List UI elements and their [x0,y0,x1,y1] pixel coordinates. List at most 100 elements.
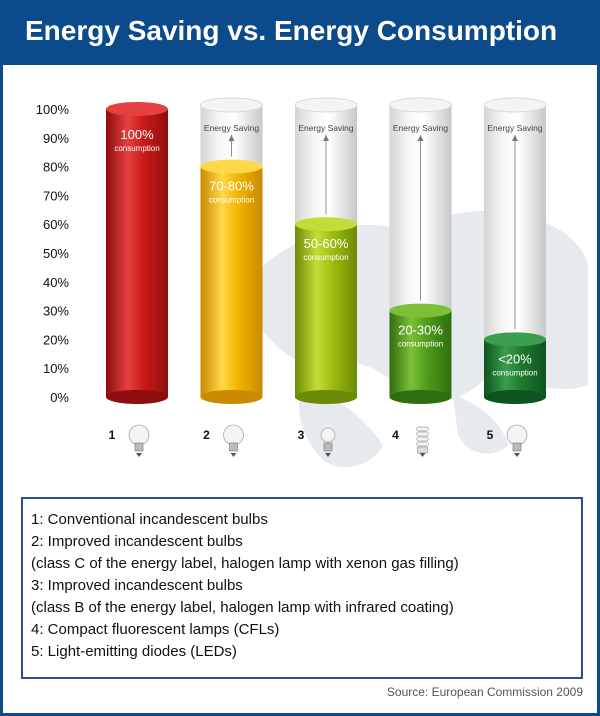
bar-sub-label: consumption [303,253,348,262]
bar-top [106,102,168,116]
bar-value-label: 20-30% [398,323,443,338]
bar-column-2: Energy Saving 70-80% consumption 2 [200,97,263,442]
lamp-base-icon [229,442,238,452]
bar-fill [389,310,452,397]
bar-top [389,303,452,318]
bar-value-label: <20% [498,351,532,366]
lamp-icon-3 [320,427,336,457]
lamp-base-icon [417,446,428,454]
lamp-tip-icon [325,453,331,457]
lamp-base-icon [323,442,333,452]
category-label: 1 [109,428,116,442]
page-title: Energy Saving vs. Energy Consumption [25,15,558,46]
header-bar: Energy Saving vs. Energy Consumption [3,3,597,65]
bar-top [295,217,357,232]
bar-chart: 0% 10% 20% 30% 40% 50% 60% 70% 80% 90% 100% 100% co… [36,97,588,468]
category-label: 5 [487,428,494,442]
y-tick-label: 20% [43,332,69,347]
bar-top [200,159,263,174]
legend-item-3-detail: (class B of the energy label, halogen la… [31,599,454,616]
y-tick-label: 100% [36,102,70,117]
lamp-icon-5 [506,424,528,457]
map-shape [453,395,508,454]
bar-bottom [389,390,452,404]
bulb-glass-icon [320,427,336,443]
lamp-icon-2 [223,424,244,457]
bar-column-3: Energy Saving 50-60% consumption 3 [294,97,358,442]
bar-bottom [106,390,168,404]
lamp-tip-icon [514,453,520,457]
glass-tube-top [389,97,452,113]
category-label: 3 [298,428,305,442]
legend-item-2-detail: (class C of the energy label, halogen la… [31,555,459,572]
y-axis: 0% 10% 20% 30% 40% 50% 60% 70% 80% 90% 100% [36,102,70,405]
source-note: Source: European Commission 2009 [386,685,583,699]
saving-arrow-head [323,135,329,141]
y-tick-label: 80% [43,160,69,175]
y-tick-label: 90% [43,131,69,146]
energy-saving-label: Energy Saving [298,123,354,133]
bar-sub-label: consumption [398,340,443,349]
lamp-tip-icon [419,453,426,457]
bar-fill [106,109,168,397]
bar-value-label: 100% [120,127,154,142]
bar-top [484,332,546,347]
y-tick-label: 50% [43,246,69,261]
legend-item-4: 4: Compact fluorescent lamps (CFLs) [31,621,280,638]
bar-bottom [200,390,263,404]
bar-value-label: 70-80% [209,179,254,194]
legend-box: 1: Conventional incandescent bulbs 2: Im… [21,497,583,679]
cfl-tube-icon [416,431,429,437]
glass-tube-top [200,97,263,113]
legend-item-2: 2: Improved incandescent bulbs [31,533,243,550]
energy-saving-label: Energy Saving [204,123,260,133]
lamp-icon-1 [128,424,150,457]
bar-bottom [295,390,357,404]
energy-saving-label: Energy Saving [487,123,543,133]
lamp-tip-icon [136,453,142,457]
chart-area: 0% 10% 20% 30% 40% 50% 60% 70% 80% 90% 100% 100% co… [3,65,597,493]
category-label: 4 [392,428,399,442]
y-tick-label: 0% [50,390,69,405]
y-tick-label: 30% [43,304,69,319]
legend-item-5: 5: Light-emitting diodes (LEDs) [31,643,237,660]
cfl-tube-icon [416,436,429,442]
lamp-icon-4 [416,426,429,457]
saving-arrow-head [417,135,424,141]
lamp-icons [128,424,528,457]
bars-group: 100% consumption 1 Energy Saving 70-80% consu… [106,97,547,442]
bar-fill [200,166,263,397]
cfl-tube-icon [416,441,429,447]
glass-tube-top [483,97,547,113]
bar-column-1: 100% consumption 1 [106,102,168,442]
saving-arrow-head [512,135,518,141]
y-tick-label: 70% [43,188,69,203]
bar-column-4: Energy Saving 20-30% consumption 4 [389,97,452,442]
legend-item-3: 3: Improved incandescent bulbs [31,577,243,594]
y-tick-label: 60% [43,217,69,232]
lamp-base-icon [134,442,144,452]
lamp-tip-icon [230,453,237,457]
bulb-glass-icon [506,424,528,446]
map-shape [299,385,383,468]
bar-fill [295,224,357,397]
bar-sub-label: consumption [492,368,537,377]
bar-fill [484,339,546,397]
bar-column-5: Energy Saving <20% consumption 5 [483,97,547,442]
category-label: 2 [203,428,210,442]
bar-sub-label: consumption [114,144,159,153]
glass-tube-top [294,97,358,113]
cfl-tube-icon [416,426,429,432]
bar-bottom [484,390,546,404]
energy-saving-label: Energy Saving [393,123,449,133]
saving-arrow-head [228,135,235,141]
bar-value-label: 50-60% [304,236,349,251]
bulb-glass-icon [223,424,244,446]
legend-item-1: 1: Conventional incandescent bulbs [31,511,268,528]
y-tick-label: 10% [43,361,69,376]
lamp-base-icon [512,442,522,452]
bulb-glass-icon [128,424,150,446]
bar-sub-label: consumption [209,196,254,205]
y-tick-label: 40% [43,275,69,290]
